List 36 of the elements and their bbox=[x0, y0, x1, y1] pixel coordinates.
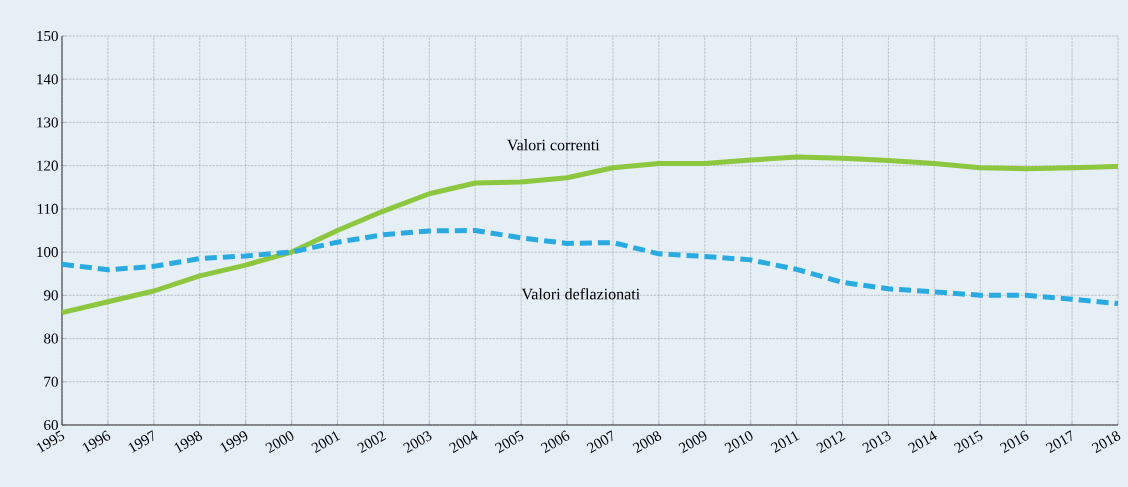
y-tick-label: 130 bbox=[37, 117, 58, 128]
x-tick-label: 2007 bbox=[586, 430, 613, 454]
text: Valori deflazionati bbox=[521, 288, 640, 300]
x-tick-label: 1997 bbox=[128, 430, 154, 453]
series-label: Valori correnti bbox=[507, 139, 600, 151]
x-tick-label: 2011 bbox=[770, 431, 800, 453]
x-tick-label: 2013 bbox=[862, 431, 891, 454]
x-tick-label: 1995 bbox=[36, 430, 65, 453]
x-tick-label: 2018 bbox=[1091, 431, 1121, 454]
x-tick-label: 1998 bbox=[174, 431, 203, 453]
x-tick-label: 1999 bbox=[220, 431, 248, 453]
x-tick-label: 2015 bbox=[954, 430, 983, 454]
y-tick-label: 120 bbox=[37, 160, 58, 171]
x-tick-label: 1996 bbox=[82, 430, 111, 453]
y-tick-label: 70 bbox=[44, 376, 58, 387]
y-tick-label: 60 bbox=[44, 419, 58, 431]
x-tick-label: 2004 bbox=[448, 430, 478, 454]
y-tick-label: 140 bbox=[37, 74, 58, 85]
x-tick-label: 2003 bbox=[403, 431, 432, 454]
x-tick-label: 2016 bbox=[999, 430, 1029, 454]
y-tick-label: 100 bbox=[37, 247, 58, 258]
x-tick-label: 2002 bbox=[357, 431, 387, 454]
x-tick-label: 2009 bbox=[678, 431, 707, 454]
y-tick-label: 110 bbox=[37, 203, 58, 214]
y-tick-label: 90 bbox=[43, 290, 58, 301]
x-tick-label: 2008 bbox=[632, 431, 662, 454]
y-tick-label: 80 bbox=[44, 333, 58, 344]
x-tick-label: 2017 bbox=[1045, 430, 1072, 454]
y-tick-label: 150 bbox=[37, 30, 58, 42]
x-tick-label: 2012 bbox=[816, 431, 846, 454]
x-tick-label: 2006 bbox=[540, 430, 570, 454]
x-tick-label: 2010 bbox=[724, 431, 753, 454]
x-tick-label: 2014 bbox=[908, 430, 937, 454]
x-tick-label: 2005 bbox=[494, 430, 524, 454]
x-tick-label: 2000 bbox=[265, 431, 294, 454]
x-tick-label: 2001 bbox=[311, 431, 341, 454]
